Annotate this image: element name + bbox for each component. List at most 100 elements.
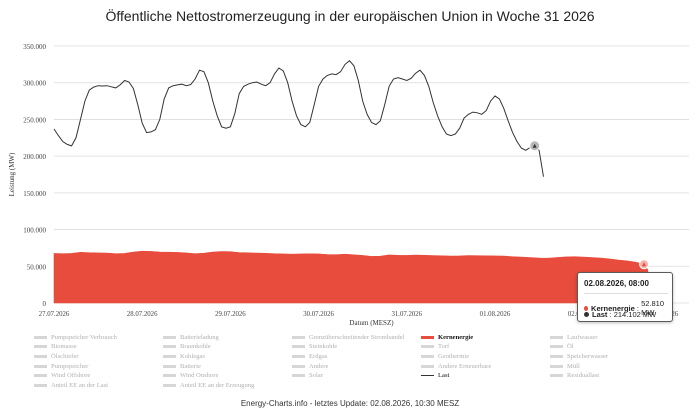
- legend-item[interactable]: Andere Erneuerbare: [421, 362, 550, 371]
- y-tick-label: 250.000: [23, 116, 46, 124]
- y-tick-label: 350.000: [23, 43, 46, 51]
- hover-tooltip: 02.08.2026, 08:00 Kernenergie : 52.810 M…: [577, 272, 673, 322]
- legend-swatch-icon: [550, 374, 563, 378]
- x-tick-label: 31.07.2026: [391, 311, 422, 318]
- legend-item[interactable]: Last: [421, 371, 550, 380]
- legend-item[interactable]: Wind Onshore: [163, 371, 292, 380]
- legend-item[interactable]: Batterieladung: [163, 333, 292, 342]
- legend-label: Pumpspeicher Verbrauch: [51, 333, 117, 341]
- x-tick-label: 29.07.2026: [215, 311, 246, 318]
- tooltip-dot-icon: [584, 305, 589, 311]
- legend-swatch-icon: [34, 374, 47, 378]
- legend-label: Torf: [438, 343, 450, 351]
- y-tick-label: 300.000: [23, 80, 46, 88]
- y-tick-label: 150.000: [23, 190, 46, 198]
- legend-item[interactable]: Residuallast: [550, 371, 679, 380]
- legend-swatch-icon: [292, 364, 305, 368]
- x-tick-label: 01.08.2026: [480, 311, 511, 318]
- legend-swatch-icon: [34, 383, 47, 387]
- legend-swatch-icon: [34, 354, 47, 358]
- y-axis-label: Leistung (MW): [8, 152, 16, 196]
- legend-item[interactable]: Öl: [550, 343, 679, 352]
- legend-item[interactable]: Grenzüberschreitender Stromhandel: [292, 333, 421, 342]
- legend-label: Anteil EE an der Last: [51, 381, 109, 389]
- legend-label: Andere: [309, 362, 329, 370]
- legend-item[interactable]: Biomasse: [34, 343, 163, 352]
- legend-swatch-icon: [163, 383, 176, 387]
- legend-swatch-icon: [421, 364, 434, 368]
- legend-label: Braunkohle: [180, 343, 211, 351]
- marker-arrow-icon: [532, 143, 537, 148]
- legend-label: Biomasse: [51, 343, 77, 351]
- legend-label: Kohlegas: [180, 352, 205, 360]
- legend-item[interactable]: Anteil EE an der Erzeugung: [163, 381, 292, 390]
- legend-item[interactable]: Braunkohle: [163, 343, 292, 352]
- legend-label: Erdgas: [309, 352, 328, 360]
- legend-item[interactable]: Kohlegas: [163, 352, 292, 361]
- legend-swatch-icon: [550, 354, 563, 358]
- legend-swatch-icon: [550, 335, 563, 339]
- x-tick-label: 27.07.2026: [39, 311, 70, 318]
- legend-label: Öl: [567, 343, 574, 351]
- legend-label: Müll: [567, 362, 580, 370]
- legend-item[interactable]: Erdgas: [292, 352, 421, 361]
- legend-label: Anteil EE an der Erzeugung: [180, 381, 255, 389]
- tooltip-row-last: Last : 214.102 MW: [584, 310, 656, 319]
- legend-label: Andere Erneuerbare: [438, 362, 492, 370]
- legend-item[interactable]: Kernenergie: [421, 333, 550, 342]
- tooltip-title: 02.08.2026, 08:00: [584, 279, 649, 288]
- legend-swatch-icon: [421, 354, 434, 358]
- legend-label: Steinkohle: [309, 343, 338, 351]
- tooltip-value: 214.102 MW: [613, 310, 657, 319]
- legend-item[interactable]: Torf: [421, 343, 550, 352]
- line-series-last: [53, 60, 544, 177]
- legend-swatch-icon: [163, 345, 176, 349]
- legend-label: Wind Onshore: [180, 372, 219, 380]
- legend-swatch-icon: [163, 335, 176, 339]
- legend-label: Wind Offshore: [51, 372, 91, 380]
- y-tick-label: 0: [43, 300, 47, 308]
- legend-label: Kernenergie: [438, 333, 474, 341]
- footer-update-note: Energy-Charts.info - letztes Update: 02.…: [240, 399, 460, 408]
- marker-arrow-icon: [642, 262, 647, 267]
- legend-item[interactable]: Anteil EE an der Last: [34, 381, 163, 390]
- legend-item[interactable]: Ölschiefer: [34, 352, 163, 361]
- legend-item[interactable]: Pumpspeicher: [34, 362, 163, 371]
- legend-item[interactable]: Wind Offshore: [34, 371, 163, 380]
- legend-label: Solar: [309, 372, 323, 380]
- legend-swatch-icon: [292, 374, 305, 378]
- legend-item[interactable]: Batterie: [163, 362, 292, 371]
- tooltip-value: 52.810 MW: [641, 299, 665, 317]
- legend-swatch-icon: [292, 354, 305, 358]
- legend-item[interactable]: Pumpspeicher Verbrauch: [34, 333, 163, 342]
- y-tick-label: 50.000: [27, 263, 47, 271]
- chart-legend: Pumpspeicher Verbrauch Batterieladung Gren…: [34, 333, 694, 390]
- legend-label: Geothermie: [438, 352, 470, 360]
- x-tick-label: 30.07.2026: [303, 311, 334, 318]
- legend-item[interactable]: Laufwasser: [550, 333, 679, 342]
- legend-label: Laufwasser: [567, 333, 598, 341]
- legend-item[interactable]: Müll: [550, 362, 679, 371]
- legend-swatch-icon: [163, 374, 176, 378]
- legend-swatch-icon: [163, 364, 176, 368]
- chart-title: Öffentliche Nettostromerzeugung in der e…: [105, 8, 595, 24]
- legend-item[interactable]: Solar: [292, 371, 421, 380]
- legend-label: Speicherwasser: [567, 352, 609, 360]
- legend-swatch-icon: [34, 335, 47, 339]
- tooltip-row-kernenergie: Kernenergie : 52.810 MW: [584, 299, 672, 317]
- tooltip-label: Last: [592, 310, 608, 319]
- y-tick-label: 200.000: [23, 153, 46, 161]
- legend-item[interactable]: Steinkohle: [292, 343, 421, 352]
- legend-item[interactable]: Geothermie: [421, 352, 550, 361]
- legend-swatch-icon: [421, 375, 434, 377]
- legend-label: Batterieladung: [180, 333, 219, 341]
- y-tick-label: 100.000: [23, 227, 46, 235]
- legend-item[interactable]: Speicherwasser: [550, 352, 679, 361]
- area-series-kernenergie: [53, 250, 651, 304]
- legend-swatch-icon: [550, 364, 563, 368]
- legend-swatch-icon: [292, 345, 305, 349]
- legend-label: Grenzüberschreitender Stromhandel: [309, 333, 405, 341]
- legend-item[interactable]: Andere: [292, 362, 421, 371]
- x-axis-label: Datum (MESZ): [349, 319, 394, 327]
